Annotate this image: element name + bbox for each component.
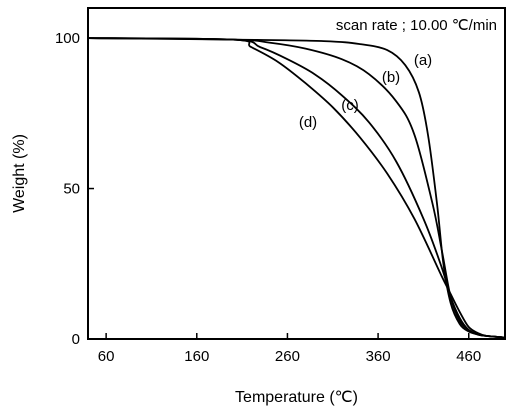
x-tick-label: 160 <box>184 348 209 365</box>
x-tick-label: 360 <box>366 348 391 365</box>
series-b-label: (b) <box>382 69 400 86</box>
labels-layer: (a) (b) (c) (d) <box>299 52 432 131</box>
series-a-label: (a) <box>414 52 432 69</box>
series-d-line <box>87 37 506 339</box>
series-a-line <box>87 37 506 339</box>
x-tick-label: 260 <box>275 348 300 365</box>
series-c-line <box>87 37 506 339</box>
x-axis-title: Temperature (℃) <box>235 389 358 406</box>
x-tick-label: 460 <box>456 348 481 365</box>
y-tick-label: 50 <box>63 181 80 198</box>
series-c-label: (c) <box>341 97 359 114</box>
series-b-line <box>87 37 506 339</box>
curves-layer <box>87 37 506 339</box>
y-tick-label: 0 <box>72 331 80 348</box>
x-tick-label: 60 <box>98 348 115 365</box>
plot-frame <box>87 7 506 340</box>
y-tick-label: 100 <box>55 30 80 47</box>
ticks-layer: 60 160 260 360 460 0 50 100 <box>55 30 481 365</box>
y-axis-title: Weight (%) <box>11 134 28 213</box>
series-d-label: (d) <box>299 114 317 131</box>
scan-rate-annotation: scan rate ; 10.00 ℃/min <box>336 17 497 34</box>
